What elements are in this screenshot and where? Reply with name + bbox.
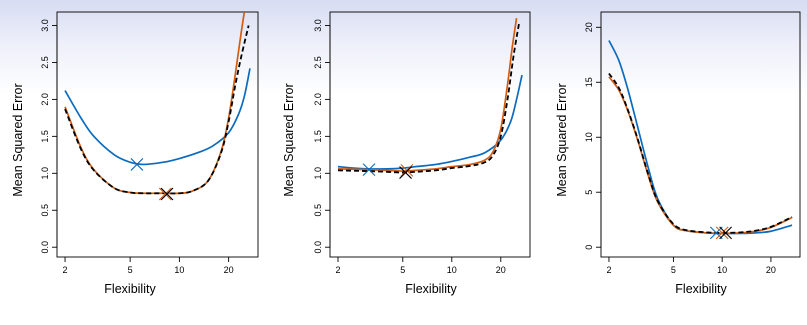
y-tick-label: 20 xyxy=(584,22,594,32)
minimum-marker-2 xyxy=(400,163,414,177)
x-tick-label: 2 xyxy=(63,265,68,275)
series-line-3 xyxy=(337,21,521,174)
series-line-3 xyxy=(64,25,250,195)
series-line-2 xyxy=(337,17,518,172)
y-tick-label: 1.0 xyxy=(313,167,323,180)
x-tick-label: 2 xyxy=(335,265,340,275)
minimum-marker-1 xyxy=(130,158,144,171)
minimum-marker-3 xyxy=(719,226,732,240)
y-tick-label: 0.0 xyxy=(40,241,50,254)
chart-panel-2: 0.0 0.5 1.0 1.5 2.0 2.5 3.0 2 5 10 20 Flexibility Me… xyxy=(282,11,531,296)
x-tick-label: 20 xyxy=(766,265,776,275)
y-tick-label: 15 xyxy=(584,77,594,87)
y-tick-label: 1.5 xyxy=(313,130,323,143)
x-tick-label: 20 xyxy=(224,265,234,275)
minimum-marker-2 xyxy=(715,226,729,240)
y-axis-title: Mean Squared Error xyxy=(11,83,25,196)
y-tick-label: 5 xyxy=(584,190,594,195)
y-tick-label: 1.0 xyxy=(40,167,50,180)
series-line-1 xyxy=(337,74,523,170)
y-tick-label: 0.5 xyxy=(40,204,50,217)
x-axis-title: Flexibility xyxy=(104,282,156,296)
x-tick-label: 5 xyxy=(128,265,133,275)
series-line-2 xyxy=(608,76,793,235)
y-tick-label: 2.0 xyxy=(313,93,323,106)
minimum-marker-2 xyxy=(158,187,172,201)
y-tick-label: 2.5 xyxy=(40,56,50,69)
series-line-1 xyxy=(64,68,251,166)
x-axis-title: Flexibility xyxy=(675,282,727,296)
y-tick-label: 0 xyxy=(584,245,594,250)
minimum-marker-1 xyxy=(362,163,376,176)
x-tick-label: 5 xyxy=(671,265,676,275)
x-axis-title: Flexibility xyxy=(405,282,457,296)
y-tick-label: 2.5 xyxy=(313,56,323,69)
plot-frame xyxy=(600,11,801,258)
x-tick-label: 20 xyxy=(496,265,506,275)
minimum-marker-1 xyxy=(709,226,723,240)
x-tick-label: 10 xyxy=(447,265,457,275)
y-tick-label: 3.0 xyxy=(40,19,50,32)
x-tick-label: 5 xyxy=(400,265,405,275)
y-axis-title: Mean Squared Error xyxy=(555,83,569,196)
minimum-marker-3 xyxy=(160,187,174,201)
x-tick-label: 10 xyxy=(717,265,727,275)
y-tick-label: 1.5 xyxy=(40,130,50,143)
chart-panel-1: 0.0 0.5 1.0 1.5 2.0 2.5 3.0 2 5 10 20 Flexibility Me… xyxy=(11,11,259,296)
series-line-2 xyxy=(64,12,246,195)
y-axis-title: Mean Squared Error xyxy=(282,83,296,196)
y-tick-label: 10 xyxy=(584,132,594,142)
y-tick-label: 3.0 xyxy=(313,19,323,32)
x-tick-label: 2 xyxy=(606,265,611,275)
x-tick-label: 10 xyxy=(174,265,184,275)
series-line-3 xyxy=(608,72,793,234)
y-tick-label: 2.0 xyxy=(40,93,50,106)
y-tick-label: 0.0 xyxy=(313,241,323,254)
y-tick-label: 0.5 xyxy=(313,204,323,217)
minimum-marker-3 xyxy=(399,166,412,179)
